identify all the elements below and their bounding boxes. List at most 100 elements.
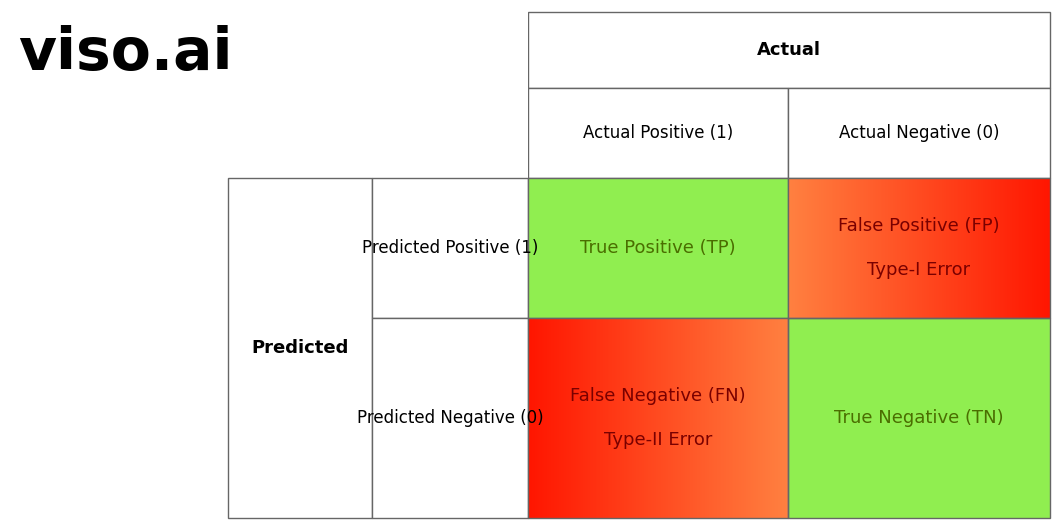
Bar: [741, 318, 742, 518]
Bar: [943, 178, 944, 318]
Bar: [931, 178, 932, 318]
Bar: [696, 318, 697, 518]
Bar: [770, 318, 771, 518]
Bar: [650, 318, 651, 518]
Bar: [1017, 178, 1018, 318]
Bar: [968, 178, 969, 318]
Bar: [534, 318, 535, 518]
Bar: [692, 318, 694, 518]
Bar: [732, 318, 734, 518]
Bar: [604, 318, 605, 518]
Bar: [1011, 178, 1012, 318]
Bar: [632, 318, 633, 518]
Text: Predicted Positive (1): Predicted Positive (1): [361, 239, 538, 257]
Bar: [676, 318, 677, 518]
Bar: [948, 178, 949, 318]
Bar: [972, 178, 973, 318]
Bar: [707, 318, 708, 518]
Bar: [923, 178, 924, 318]
Bar: [1043, 178, 1044, 318]
Bar: [372, 178, 528, 318]
Bar: [773, 318, 774, 518]
Bar: [742, 318, 743, 518]
Bar: [533, 318, 534, 518]
Bar: [988, 178, 989, 318]
Bar: [1038, 178, 1039, 318]
Bar: [529, 318, 530, 518]
Bar: [640, 318, 642, 518]
Bar: [563, 318, 564, 518]
Bar: [536, 318, 537, 518]
Bar: [554, 318, 556, 518]
Bar: [598, 318, 599, 518]
Bar: [686, 318, 687, 518]
Bar: [573, 318, 576, 518]
Bar: [873, 178, 874, 318]
Bar: [984, 178, 985, 318]
Bar: [655, 318, 656, 518]
Bar: [958, 178, 959, 318]
Bar: [829, 178, 830, 318]
Bar: [572, 318, 573, 518]
Bar: [930, 178, 931, 318]
Bar: [555, 318, 556, 518]
Bar: [780, 318, 781, 518]
Bar: [1013, 178, 1014, 318]
Bar: [960, 178, 961, 318]
Bar: [678, 318, 679, 518]
Bar: [722, 318, 723, 518]
Bar: [695, 318, 696, 518]
Bar: [843, 178, 844, 318]
Bar: [615, 318, 616, 518]
Bar: [768, 318, 771, 518]
Bar: [847, 178, 849, 318]
Bar: [673, 318, 674, 518]
Text: False Positive (FP): False Positive (FP): [838, 217, 1000, 235]
Bar: [581, 318, 582, 518]
Bar: [558, 318, 559, 518]
Bar: [832, 178, 834, 318]
Bar: [702, 318, 703, 518]
Bar: [595, 318, 596, 518]
Bar: [585, 318, 586, 518]
Bar: [671, 318, 672, 518]
Bar: [898, 178, 899, 318]
Bar: [706, 318, 707, 518]
Bar: [675, 318, 676, 518]
Bar: [679, 318, 681, 518]
Bar: [813, 178, 814, 318]
Bar: [721, 318, 723, 518]
Bar: [569, 318, 570, 518]
Bar: [994, 178, 995, 318]
Bar: [840, 178, 841, 318]
Bar: [611, 318, 612, 518]
Bar: [996, 178, 997, 318]
Bar: [902, 178, 903, 318]
Bar: [845, 178, 846, 318]
Bar: [745, 318, 746, 518]
Bar: [702, 318, 704, 518]
Bar: [815, 178, 816, 318]
Bar: [528, 12, 1050, 88]
Bar: [705, 318, 706, 518]
Bar: [549, 318, 550, 518]
Text: True Negative (TN): True Negative (TN): [834, 409, 1004, 427]
Bar: [734, 318, 735, 518]
Bar: [618, 318, 619, 518]
Bar: [902, 178, 903, 318]
Bar: [1022, 178, 1023, 318]
Bar: [797, 178, 799, 318]
Bar: [837, 178, 838, 318]
Bar: [794, 178, 795, 318]
Bar: [1034, 178, 1035, 318]
Bar: [1002, 178, 1003, 318]
Bar: [853, 178, 854, 318]
Bar: [788, 318, 1050, 518]
Bar: [993, 178, 994, 318]
Bar: [652, 318, 653, 518]
Bar: [1014, 178, 1015, 318]
Bar: [543, 318, 544, 518]
Bar: [728, 318, 729, 518]
Bar: [755, 318, 756, 518]
Bar: [966, 178, 968, 318]
